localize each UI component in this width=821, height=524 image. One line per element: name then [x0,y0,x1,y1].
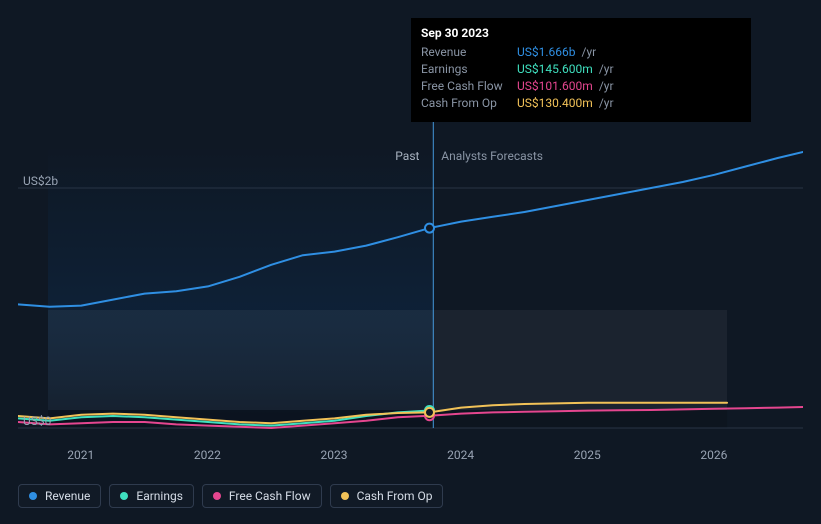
financials-chart: US$0 US$2b Past Analysts Forecasts 2021 2… [18,0,803,524]
x-axis-label: 2023 [321,448,348,462]
tooltip-row: Revenue US$1.666b/yr [421,44,741,61]
forecast-section-label: Analysts Forecasts [441,149,543,163]
tooltip-row: Earnings US$145.600m/yr [421,61,741,78]
legend-label: Earnings [136,489,183,503]
legend-swatch [120,492,128,500]
tooltip-metric-label: Cash From Op [421,95,511,112]
tooltip-metric-value: US$145.600m [517,61,593,78]
tooltip-unit: /yr [599,61,614,78]
x-axis-label: 2022 [194,448,221,462]
y-axis-label: US$2b [23,174,58,188]
x-axis-label: 2026 [700,448,727,462]
tooltip-metric-label: Earnings [421,61,511,78]
past-section-label: Past [395,149,419,163]
legend-item[interactable]: Cash From Op [330,484,444,508]
tooltip-metric-value: US$101.600m [517,78,593,95]
legend-item[interactable]: Earnings [109,484,194,508]
legend-swatch [213,492,221,500]
tooltip-unit: /yr [599,95,614,112]
legend-item[interactable]: Revenue [18,484,101,508]
y-axis-label: US$0 [23,414,51,428]
tooltip-metric-label: Free Cash Flow [421,78,511,95]
x-axis-label: 2025 [574,448,601,462]
tooltip-row: Cash From Op US$130.400m/yr [421,95,741,112]
x-axis-label: 2024 [447,448,474,462]
x-axis-label: 2021 [67,448,94,462]
hover-tooltip: Sep 30 2023 Revenue US$1.666b/yr Earnings U… [411,18,751,122]
chart-legend: Revenue Earnings Free Cash Flow Cash From O… [18,484,443,508]
legend-swatch [341,492,349,500]
legend-item[interactable]: Free Cash Flow [202,484,322,508]
tooltip-metric-label: Revenue [421,44,511,61]
legend-label: Free Cash Flow [229,489,311,503]
tooltip-metric-value: US$1.666b [517,44,576,61]
tooltip-unit: /yr [599,78,614,95]
legend-label: Revenue [45,489,90,503]
legend-label: Cash From Op [357,489,433,503]
tooltip-date: Sep 30 2023 [421,26,741,40]
legend-swatch [29,492,37,500]
tooltip-metric-value: US$130.400m [517,95,593,112]
tooltip-row: Free Cash Flow US$101.600m/yr [421,78,741,95]
tooltip-unit: /yr [582,44,597,61]
